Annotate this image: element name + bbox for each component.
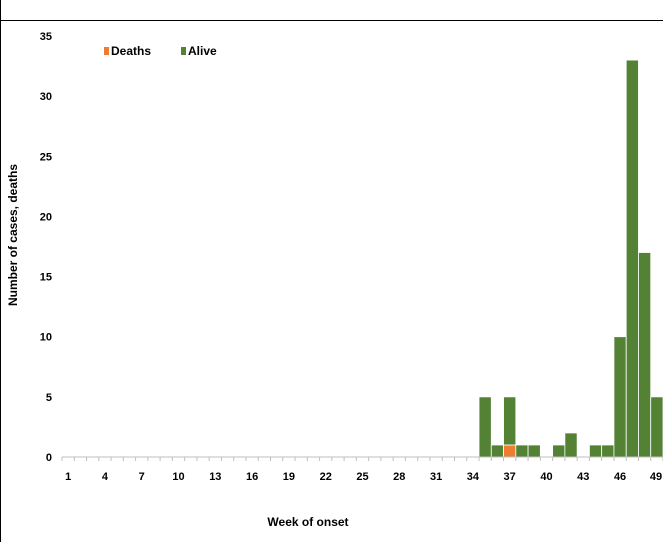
- legend-swatch-deaths: [104, 47, 109, 55]
- bar-alive-week-47: [625, 59, 639, 458]
- x-tick-label: 4: [102, 471, 109, 483]
- x-tick-label: 46: [614, 471, 626, 483]
- bar-alive-week-38: [515, 444, 529, 458]
- y-tick-label: 15: [40, 272, 52, 284]
- legend: Deaths Alive: [104, 44, 217, 58]
- y-tick-label: 30: [40, 91, 52, 103]
- y-axis-ticks: 0 5 10 15 20 25 30 35: [40, 31, 52, 464]
- x-axis-title: Week of onset: [267, 515, 348, 529]
- x-tick-label: 34: [467, 471, 480, 483]
- bar-deaths-week-37: [503, 444, 517, 458]
- y-tick-label: 5: [46, 392, 52, 404]
- y-tick-label: 20: [40, 211, 52, 223]
- y-tick-label: 0: [46, 452, 52, 464]
- x-tick-label: 16: [246, 471, 258, 483]
- x-tick-label: 19: [283, 471, 295, 483]
- x-tick-label: 31: [430, 471, 442, 483]
- legend-swatch-alive: [181, 47, 186, 55]
- bar-alive-week-49: [650, 396, 663, 458]
- legend-label-alive: Alive: [188, 44, 217, 58]
- bar-alive-week-37: [503, 396, 517, 446]
- bar-alive-week-42: [564, 432, 578, 458]
- bar-alive-week-48: [638, 252, 652, 458]
- x-tick-label: 28: [393, 471, 405, 483]
- x-tick-label: 22: [320, 471, 332, 483]
- bar-alive-week-39: [527, 444, 541, 458]
- bar-alive-week-44: [589, 444, 603, 458]
- x-tick-label: 37: [504, 471, 516, 483]
- x-tick-label: 13: [209, 471, 221, 483]
- x-tick-label: 10: [172, 471, 184, 483]
- x-axis-ticks: 1 4 7 10 13 16 19 22 25 28 31 34 37 40 43 46 49: [61, 457, 663, 483]
- x-tick-label: 25: [356, 471, 368, 483]
- y-tick-label: 35: [40, 31, 52, 43]
- legend-label-deaths: Deaths: [111, 44, 151, 58]
- bar-alive-week-36: [490, 444, 504, 458]
- bars: [478, 59, 663, 458]
- bar-alive-week-45: [601, 444, 615, 458]
- x-tick-label: 49: [650, 471, 662, 483]
- bar-alive-week-35: [478, 396, 492, 458]
- y-tick-label: 10: [40, 332, 52, 344]
- x-tick-label: 40: [540, 471, 552, 483]
- x-tick-label: 1: [65, 471, 71, 483]
- x-tick-label: 7: [139, 471, 145, 483]
- y-axis-title: Number of cases, deaths: [6, 164, 20, 306]
- bar-alive-week-46: [613, 336, 627, 458]
- x-tick-label: 43: [577, 471, 589, 483]
- bar-alive-week-41: [552, 444, 566, 458]
- frame-left-border: [0, 0, 1, 542]
- frame-top-border: [0, 20, 663, 21]
- y-tick-label: 25: [40, 151, 52, 163]
